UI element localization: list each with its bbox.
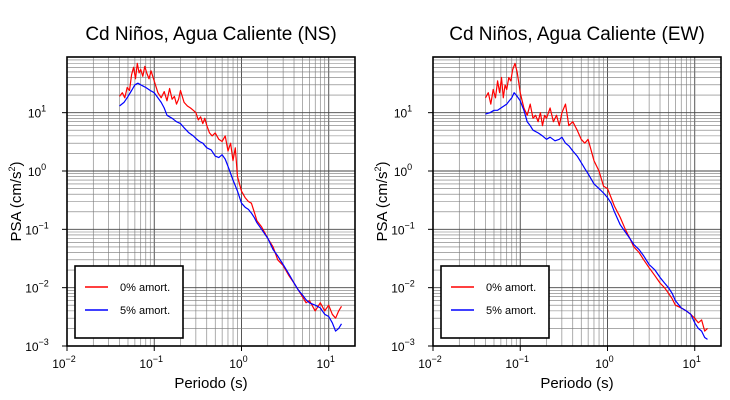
y-tick-label: 10−2	[25, 279, 49, 296]
x-tick-label: 100	[229, 354, 247, 371]
x-tick-label: 100	[595, 354, 613, 371]
legend-label: 0% amort.	[486, 282, 536, 294]
legend: 0% amort. 5% amort.	[440, 265, 550, 339]
x-tick-label: 10−1	[139, 354, 163, 371]
chart-title: Cd Niños, Agua Caliente (NS)	[85, 24, 336, 45]
y-tick-label: 101	[28, 104, 46, 121]
x-tick-label: 10−2	[52, 354, 76, 371]
x-tick-label: 101	[683, 354, 701, 371]
x-tick-label: 10−1	[505, 354, 529, 371]
y-axis-label: PSA (cm/s2)	[7, 161, 25, 241]
series-line-damping-5	[119, 82, 343, 332]
x-axis-label: Periodo (s)	[174, 375, 247, 392]
y-axis-label: PSA (cm/s2)	[373, 161, 391, 241]
legend: 0% amort. 5% amort.	[74, 265, 184, 339]
y-tick-label: 10−1	[25, 220, 49, 237]
y-tick-label: 100	[28, 162, 46, 179]
series-line-damping-5	[485, 92, 708, 340]
legend-box	[74, 265, 184, 339]
legend-box	[440, 265, 550, 339]
chart-title: Cd Niños, Agua Caliente (EW)	[449, 24, 705, 45]
series-line-damping-0	[484, 62, 708, 332]
legend-label: 5% amort.	[486, 305, 536, 317]
x-tick-label: 10−2	[418, 354, 442, 371]
y-tick-label: 10−1	[391, 220, 415, 237]
plot-frame	[432, 56, 722, 347]
y-tick-label: 10−2	[391, 279, 415, 296]
y-tick-label: 101	[394, 104, 412, 121]
legend-label: 0% amort.	[120, 282, 170, 294]
x-tick-label: 101	[317, 354, 335, 371]
legend-label: 5% amort.	[120, 305, 170, 317]
y-tick-label: 10−3	[391, 337, 415, 354]
y-tick-label: 100	[394, 162, 412, 179]
x-axis-label: Periodo (s)	[540, 375, 613, 392]
plot-frame	[66, 56, 356, 347]
y-tick-label: 10−3	[25, 337, 49, 354]
